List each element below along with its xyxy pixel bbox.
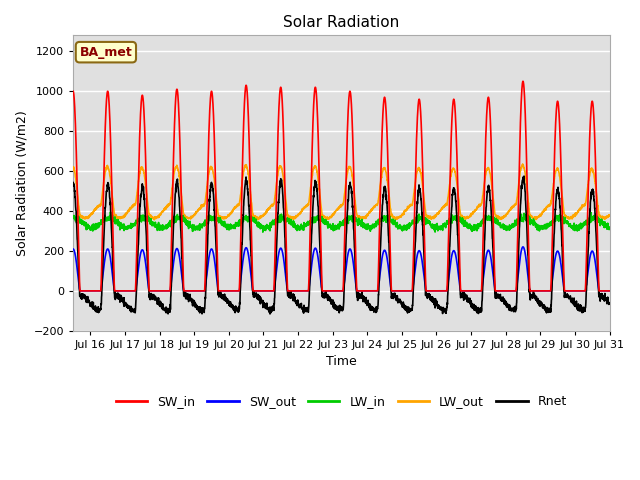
- LW_out: [538, 211, 545, 217]
- SW_out: [76, 288, 84, 294]
- Rnet: [605, 300, 613, 306]
- SW_in: [519, 78, 527, 84]
- X-axis label: Time: Time: [326, 355, 356, 369]
- LW_out: [275, 165, 283, 171]
- SW_in: [275, 104, 283, 110]
- SW_in: [76, 288, 84, 294]
- LW_in: [298, 223, 306, 229]
- LW_in: [131, 222, 138, 228]
- LW_in: [163, 222, 170, 228]
- LW_in: [538, 223, 545, 228]
- LW_out: [298, 208, 306, 214]
- Legend: SW_in, SW_out, LW_in, LW_out, Rnet: SW_in, SW_out, LW_in, LW_out, Rnet: [111, 390, 572, 413]
- LW_out: [150, 217, 158, 223]
- Rnet: [538, 300, 545, 306]
- LW_in: [69, 215, 77, 220]
- LW_in: [275, 217, 283, 223]
- Title: Solar Radiation: Solar Radiation: [283, 15, 399, 30]
- SW_in: [298, 288, 306, 294]
- Rnet: [595, 292, 603, 298]
- SW_in: [538, 288, 545, 294]
- LW_out: [163, 206, 170, 212]
- SW_in: [595, 288, 603, 294]
- Line: SW_in: SW_in: [73, 81, 609, 291]
- Line: Rnet: Rnet: [73, 176, 609, 314]
- SW_out: [298, 288, 306, 294]
- Rnet: [69, 180, 77, 185]
- Line: LW_in: LW_in: [73, 212, 609, 232]
- SW_out: [69, 246, 77, 252]
- SW_out: [538, 288, 545, 294]
- SW_out: [131, 288, 138, 294]
- Rnet: [275, 197, 283, 203]
- LW_out: [595, 213, 603, 218]
- SW_out: [595, 288, 603, 294]
- LW_out: [519, 161, 527, 167]
- SW_in: [69, 88, 77, 94]
- SW_out: [519, 244, 527, 250]
- SW_out: [163, 288, 170, 294]
- Line: SW_out: SW_out: [73, 247, 609, 291]
- LW_out: [69, 165, 77, 171]
- Y-axis label: Solar Radiation (W/m2): Solar Radiation (W/m2): [15, 110, 28, 256]
- LW_in: [595, 216, 603, 222]
- SW_in: [605, 288, 613, 294]
- Rnet: [298, 305, 306, 311]
- Rnet: [520, 173, 528, 179]
- LW_out: [131, 203, 138, 208]
- Rnet: [266, 311, 274, 317]
- SW_out: [275, 250, 283, 255]
- LW_in: [605, 225, 613, 231]
- Rnet: [131, 306, 138, 312]
- SW_in: [131, 288, 138, 294]
- Line: LW_out: LW_out: [73, 164, 609, 220]
- Rnet: [163, 310, 170, 316]
- LW_out: [605, 213, 613, 219]
- LW_in: [259, 229, 267, 235]
- SW_out: [605, 288, 613, 294]
- LW_in: [107, 209, 115, 215]
- SW_in: [163, 288, 170, 294]
- Text: BA_met: BA_met: [79, 46, 132, 59]
